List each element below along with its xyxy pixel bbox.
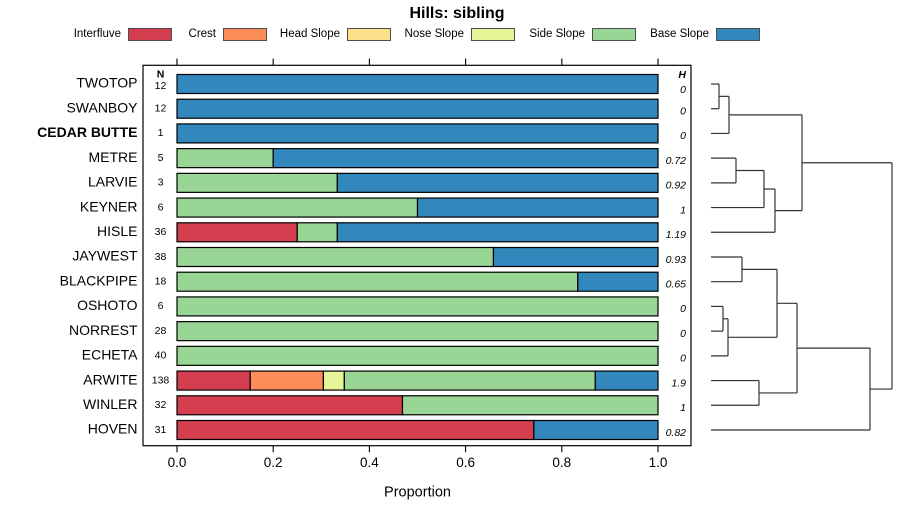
n-value: 12 <box>155 80 167 92</box>
bar-segment-base-slope <box>533 419 659 441</box>
bar-segment-interfluve <box>176 222 298 243</box>
n-value: 40 <box>155 350 167 362</box>
bar-segment-interfluve <box>176 419 535 441</box>
h-value: 0 <box>680 303 686 315</box>
bar-segment-base-slope <box>336 172 659 193</box>
n-column-header: N <box>157 68 165 80</box>
bar-segment-base-slope <box>272 148 659 169</box>
row-label-keyner: KEYNER <box>80 198 138 214</box>
bar-segment-side-slope <box>176 148 274 169</box>
bar-segment-interfluve <box>176 395 404 416</box>
legend-label-side-slope: Side Slope <box>529 28 585 40</box>
n-value: 32 <box>155 399 167 411</box>
h-value: 0 <box>680 84 686 96</box>
row-label-larvie: LARVIE <box>88 174 138 190</box>
bar-segment-base-slope <box>336 222 659 243</box>
row-label-blackpipe: BLACKPIPE <box>60 272 138 288</box>
bar-segment-base-slope <box>176 98 659 119</box>
x-axis-title: Proportion <box>384 484 451 500</box>
h-value: 0 <box>680 105 686 117</box>
bar-segment-side-slope <box>176 246 495 268</box>
legend-label-crest: Crest <box>188 28 216 40</box>
bar-segment-side-slope <box>176 172 338 193</box>
row-label-jaywest: JAYWEST <box>72 248 138 264</box>
bar-segment-side-slope <box>296 222 338 243</box>
row-label-hisle: HISLE <box>97 223 137 239</box>
legend-label-base-slope: Base Slope <box>650 28 709 40</box>
n-value: 18 <box>155 275 167 287</box>
x-tick-label: 0.8 <box>552 455 571 470</box>
h-value: 1 <box>680 402 686 414</box>
bar-segment-side-slope <box>176 345 659 366</box>
plot-box <box>142 64 692 447</box>
n-value: 6 <box>158 201 164 213</box>
n-value: 3 <box>158 177 164 189</box>
x-tick-label: 0.4 <box>360 455 379 470</box>
n-value: 1 <box>158 127 164 139</box>
legend-swatch-side-slope <box>592 27 636 41</box>
h-value: 0.65 <box>666 278 687 290</box>
bar-segment-side-slope <box>176 321 659 342</box>
row-label-swanboy: SWANBOY <box>66 99 138 115</box>
x-tick-label: 0.6 <box>456 455 475 470</box>
legend-label-head-slope: Head Slope <box>279 28 340 40</box>
h-column-header: H <box>678 69 686 81</box>
legend-swatch-crest <box>223 27 267 41</box>
h-value: 0.82 <box>666 427 687 439</box>
h-value: 0 <box>680 353 686 365</box>
n-value: 5 <box>158 152 164 164</box>
h-value: 0.92 <box>666 180 687 192</box>
h-value: 1 <box>680 204 686 216</box>
row-label-winler: WINLER <box>83 396 137 412</box>
n-value: 36 <box>155 226 167 238</box>
n-value: 38 <box>155 251 167 263</box>
h-value: 1.9 <box>671 377 686 389</box>
bar-segment-base-slope <box>176 73 659 95</box>
n-value: 28 <box>155 325 167 337</box>
legend-swatch-nose-slope <box>471 27 515 41</box>
h-value: 0 <box>680 130 686 142</box>
bar-segment-side-slope <box>176 271 579 292</box>
n-value: 6 <box>158 300 164 312</box>
bar-segment-side-slope <box>401 395 659 416</box>
n-value: 12 <box>155 102 167 114</box>
h-value: 0.72 <box>666 155 687 167</box>
bar-segment-side-slope <box>176 296 659 317</box>
h-value: 0.93 <box>666 254 687 266</box>
row-label-echeta: ECHETA <box>82 347 138 363</box>
row-label-hoven: HOVEN <box>88 421 138 437</box>
row-label-twotop: TWOTOP <box>76 75 137 91</box>
row-label-arwite: ARWITE <box>83 371 137 387</box>
x-tick-label: 1.0 <box>649 455 668 470</box>
chart-title: Hills: sibling <box>409 5 505 22</box>
bar-segment-base-slope <box>416 197 659 218</box>
bar-segment-interfluve <box>176 370 251 391</box>
legend-swatch-head-slope <box>347 27 391 41</box>
row-label-oshoto: OSHOTO <box>77 297 138 313</box>
legend-label-interfluve: Interfluve <box>73 28 121 40</box>
bar-segment-crest <box>249 370 325 391</box>
n-value: 138 <box>152 374 170 386</box>
row-label-norrest: NORREST <box>69 322 138 338</box>
x-tick-label: 0.0 <box>168 455 187 470</box>
bar-segment-side-slope <box>176 197 419 218</box>
bar-segment-base-slope <box>492 246 659 268</box>
row-label-metre: METRE <box>89 149 138 165</box>
bar-segment-nose-slope <box>322 370 345 391</box>
bar-segment-base-slope <box>594 370 659 391</box>
bar-segment-base-slope <box>176 123 659 144</box>
x-tick-label: 0.2 <box>264 455 283 470</box>
h-value: 0 <box>680 328 686 340</box>
bar-segment-base-slope <box>577 271 659 292</box>
legend-label-nose-slope: Nose Slope <box>404 28 464 40</box>
bar-segment-side-slope <box>343 370 596 391</box>
legend-swatch-base-slope <box>716 27 760 41</box>
h-value: 1.19 <box>666 229 687 241</box>
row-label-cedar-butte: CEDAR BUTTE <box>37 124 137 140</box>
n-value: 31 <box>155 424 167 436</box>
legend-swatch-interfluve <box>128 27 172 41</box>
